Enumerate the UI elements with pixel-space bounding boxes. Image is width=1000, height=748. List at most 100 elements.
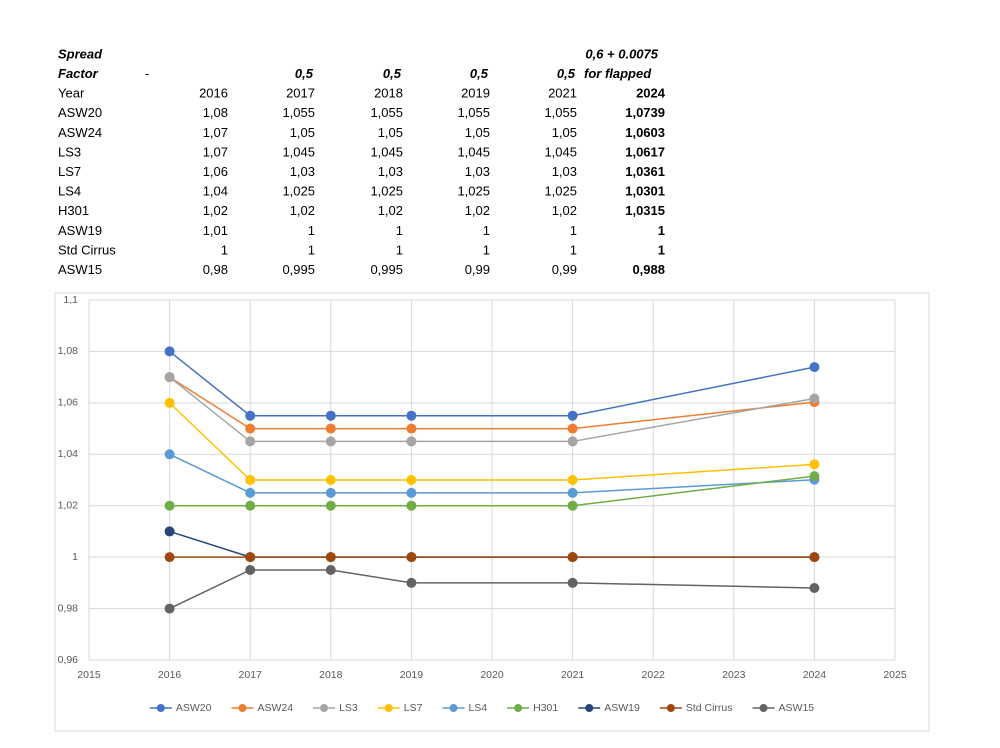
x-tick-label: 2019	[400, 669, 424, 681]
table-cell: 1	[308, 223, 315, 238]
table-cell: 1,03	[552, 164, 577, 179]
table-cell: 1	[396, 223, 403, 238]
data-point	[406, 475, 417, 485]
data-point	[325, 410, 336, 421]
legend-label: ASW19	[604, 702, 640, 714]
data-point	[325, 500, 336, 511]
x-tick-label: 2017	[239, 669, 263, 681]
header-cell: 2016	[199, 86, 228, 101]
data-point	[567, 423, 578, 434]
data-point	[809, 552, 820, 563]
table-cell: 1,055	[370, 105, 403, 120]
data-point	[325, 487, 336, 498]
data-point	[406, 423, 417, 434]
data-point	[164, 372, 175, 383]
table-cell: LS3	[58, 144, 81, 159]
table-cell: 1	[221, 242, 228, 257]
table-cell: 1,05	[465, 125, 490, 140]
factor-cell: -	[145, 66, 149, 81]
table-cell: 1,02	[465, 203, 490, 218]
factor-label: Factor	[58, 66, 99, 81]
header-cell: 2017	[286, 86, 315, 101]
data-point	[406, 500, 417, 511]
data-point	[406, 552, 417, 563]
series-line	[169, 569, 815, 610]
legend-label: LS3	[339, 702, 358, 714]
data-point	[245, 410, 256, 421]
y-tick-label: 1	[72, 551, 78, 563]
legend-marker	[585, 704, 594, 712]
legend-marker	[666, 704, 675, 712]
series-line	[169, 350, 815, 417]
table-cell: 1	[483, 242, 490, 257]
legend-label: LS4	[468, 702, 487, 714]
table-cell: 1,04	[203, 184, 228, 199]
table-cell: ASW15	[58, 262, 102, 277]
y-tick-label: 1,02	[58, 499, 79, 511]
data-point	[809, 459, 820, 470]
data-point	[406, 410, 417, 421]
data-point	[325, 475, 336, 485]
legend-label: H301	[533, 702, 558, 714]
legend-marker	[514, 704, 523, 712]
series-line	[169, 376, 815, 443]
legend-marker	[320, 704, 329, 712]
table-cell: 1,0603	[625, 125, 665, 140]
header-cell: 2018	[374, 86, 403, 101]
legend-label: ASW20	[176, 702, 212, 714]
y-tick-label: 0,98	[58, 602, 79, 614]
legend-label: LS7	[404, 702, 423, 714]
data-point	[325, 552, 336, 563]
y-tick-label: 1,08	[58, 345, 79, 357]
table-cell: 1,055	[544, 105, 577, 120]
factor-cell: 0,5	[383, 66, 402, 81]
series-line	[169, 376, 815, 430]
data-point	[567, 500, 578, 511]
table-cell: 1,03	[465, 164, 490, 179]
table-cell: 0,995	[370, 262, 403, 277]
data-point	[406, 436, 417, 447]
data-point	[567, 410, 578, 421]
data-point	[567, 577, 578, 588]
data-point	[325, 565, 336, 575]
table-cell: 1,07	[203, 144, 228, 159]
table-cell: 1	[396, 242, 403, 257]
table-cell: 1,045	[457, 144, 490, 159]
spread-label: Spread	[58, 46, 103, 61]
table-cell: 1,0301	[625, 184, 665, 199]
table-cell: 1,01	[203, 223, 228, 238]
table-cell: 1,0315	[625, 203, 665, 218]
series-line	[169, 402, 815, 481]
table-cell: 1,045	[544, 144, 577, 159]
series-line	[169, 475, 815, 507]
y-tick-label: 0,96	[58, 654, 79, 666]
x-tick-label: 2022	[642, 669, 666, 681]
legend-marker	[156, 704, 165, 712]
table-cell: 1,025	[370, 184, 403, 199]
data-point	[325, 423, 336, 434]
table-cell: ASW19	[58, 223, 102, 238]
x-tick-label: 2023	[722, 669, 746, 681]
factor-cell: 0,5	[470, 66, 489, 81]
table-cell: 0,988	[632, 262, 665, 277]
data-point	[164, 552, 175, 563]
table-cell: ASW20	[58, 105, 102, 120]
header-cell: 2021	[548, 86, 577, 101]
table-cell: 1	[658, 223, 665, 238]
table-cell: 1,02	[552, 203, 577, 218]
series-line	[169, 453, 815, 494]
x-tick-label: 2020	[480, 669, 504, 681]
table-cell: 1	[658, 242, 665, 257]
table-cell: 1,045	[282, 144, 315, 159]
table-cell: 1,03	[378, 164, 403, 179]
spread-note: 0,6 + 0.0075	[585, 46, 658, 61]
table-cell: 1	[570, 223, 577, 238]
data-point	[406, 577, 417, 588]
table-cell: 1,055	[282, 105, 315, 120]
data-point	[245, 552, 256, 563]
data-point	[406, 487, 417, 498]
table-cell: 1,055	[457, 105, 490, 120]
data-point	[809, 471, 820, 482]
legend-label: ASW15	[779, 702, 815, 714]
data-point	[164, 526, 175, 537]
